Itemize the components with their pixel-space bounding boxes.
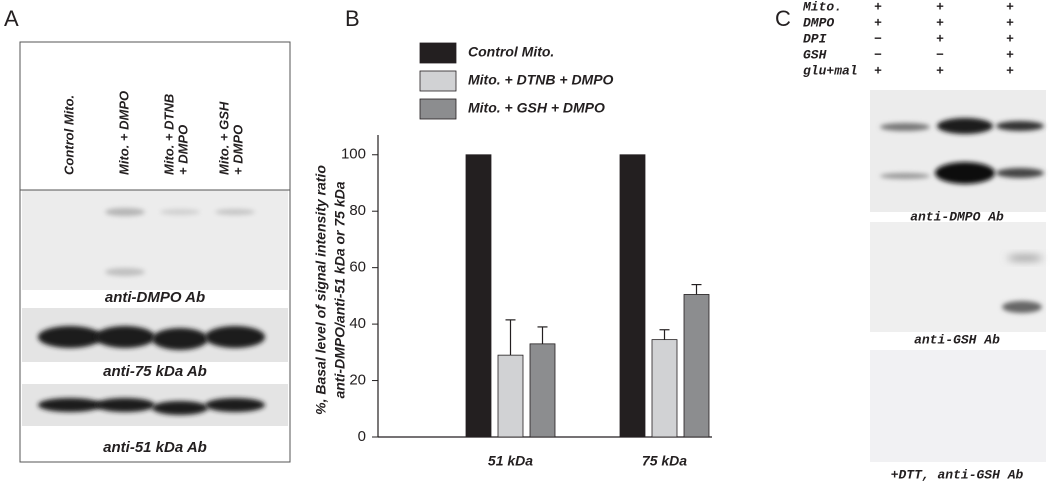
x-tick-label: 75 kDa: [642, 453, 687, 469]
blot-caption: anti-GSH Ab: [914, 332, 1000, 347]
y-tick-label: 40: [349, 315, 366, 332]
bar: [619, 154, 646, 438]
lane-label: Mito. + GSH: [216, 101, 231, 175]
bar: [497, 354, 524, 438]
y-axis-label: %, Basal level of signal intensity ratio: [313, 165, 329, 415]
legend-label: Control Mito.: [468, 44, 554, 60]
y-tick-label: 100: [341, 146, 366, 163]
blot: [870, 222, 1046, 332]
blot-caption: anti-DMPO Ab: [910, 209, 1004, 224]
blot: [22, 384, 288, 426]
blot: [22, 308, 288, 362]
legend-swatch: [419, 98, 457, 120]
lane-label: Control Mito.: [61, 95, 76, 175]
error-bar: [505, 319, 516, 356]
error-bar: [659, 329, 670, 340]
sign: +: [874, 0, 882, 14]
sign: −: [936, 47, 944, 62]
sign: +: [874, 15, 882, 30]
sign: −: [874, 47, 882, 62]
row-label: glu+mal: [803, 63, 858, 78]
row-label: GSH: [803, 47, 827, 62]
error-bar: [537, 326, 548, 344]
sign: +: [874, 63, 882, 78]
blot: [870, 350, 1046, 462]
error-bar: [691, 283, 702, 295]
sign: +: [936, 15, 944, 30]
legend-swatch: [419, 42, 457, 64]
sign: +: [936, 31, 944, 46]
panel-label: C: [775, 6, 791, 31]
bar: [529, 343, 556, 438]
y-tick-label: 20: [349, 372, 366, 389]
legend-label: Mito. + DTNB + DMPO: [468, 72, 614, 88]
blot: [870, 90, 1046, 212]
bar: [465, 154, 492, 438]
y-axis-label: anti-DMPO/anti-51 kDa or 75 kDa: [332, 181, 348, 398]
blot-caption: anti-75 kDa Ab: [103, 363, 207, 380]
blot-caption: +DTT, anti-GSH Ab: [891, 467, 1024, 482]
bar: [651, 339, 678, 438]
bar: [683, 294, 710, 438]
row-label: DPI: [803, 31, 827, 46]
legend-swatch: [419, 70, 457, 92]
y-tick-label: 80: [349, 202, 366, 219]
sign: +: [1006, 31, 1014, 46]
sign: +: [1006, 47, 1014, 62]
legend-label: Mito. + GSH + DMPO: [468, 100, 605, 116]
lane-label: Mito. + DMPO: [116, 91, 131, 175]
sign: −: [874, 31, 882, 46]
y-tick-label: 60: [349, 259, 366, 276]
blot-caption: anti-DMPO Ab: [105, 289, 205, 306]
sign: +: [1006, 63, 1014, 78]
sign: +: [936, 0, 944, 14]
panel-label: B: [345, 6, 360, 31]
x-tick-label: 51 kDa: [488, 453, 533, 469]
panel-label: A: [4, 6, 19, 31]
sign: +: [1006, 15, 1014, 30]
y-tick-label: 0: [358, 428, 366, 445]
lane-label: + DMPO: [230, 125, 245, 175]
blot-caption: anti-51 kDa Ab: [103, 439, 207, 456]
row-label: DMPO: [803, 15, 834, 30]
lane-label: Mito. + DTNB: [161, 94, 176, 175]
lane-label: + DMPO: [175, 125, 190, 175]
sign: +: [1006, 0, 1014, 14]
blot: [22, 190, 288, 290]
sign: +: [936, 63, 944, 78]
row-label: Mito.: [802, 0, 842, 14]
panel-frame: [19, 41, 291, 463]
